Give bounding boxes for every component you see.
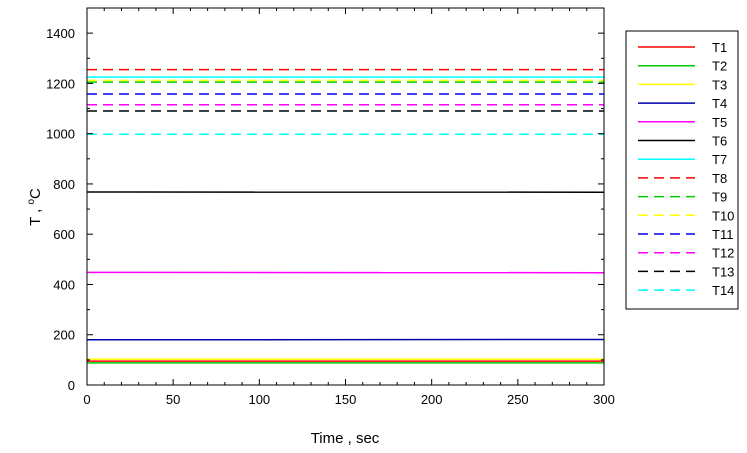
x-tick-label: 250 [507, 392, 529, 407]
y-axis-title-main: T , [27, 205, 44, 226]
x-tick-label: 0 [83, 392, 90, 407]
y-tick-label: 400 [53, 277, 75, 292]
legend-label-t1: T1 [712, 40, 727, 55]
y-axis-title: T , oC [26, 188, 44, 226]
legend-label-t10: T10 [712, 208, 734, 223]
legend-label-t2: T2 [712, 59, 727, 74]
y-tick-label: 200 [53, 328, 75, 343]
y-tick-label: 1200 [46, 76, 75, 91]
legend-label-t7: T7 [712, 152, 727, 167]
legend-label-t11: T11 [712, 227, 733, 242]
legend-box [625, 30, 739, 310]
y-tick-label: 800 [53, 177, 75, 192]
legend-label-t14: T14 [712, 283, 734, 298]
y-tick-label: 1400 [46, 26, 75, 41]
y-axis-title-unit: C [27, 188, 44, 199]
x-axis-ticks: 0 50 100 150 200 250 300 [83, 8, 615, 407]
legend-label-t6: T6 [712, 134, 727, 149]
legend-label-t12: T12 [712, 246, 734, 261]
legend-label-t8: T8 [712, 171, 727, 186]
x-tick-label: 200 [421, 392, 443, 407]
x-tick-label: 150 [335, 392, 357, 407]
y-tick-label: 1000 [46, 127, 75, 142]
legend-label-t9: T9 [712, 190, 727, 205]
y-axis-ticks: 0 200 400 600 800 1000 1200 1400 [46, 7, 604, 393]
y-tick-label: 600 [53, 227, 75, 242]
x-tick-label: 100 [248, 392, 270, 407]
legend-label-t13: T13 [712, 264, 734, 279]
legend-label-t3: T3 [712, 77, 727, 92]
x-axis-title: Time , sec [311, 430, 380, 447]
x-tick-label: 300 [593, 392, 615, 407]
y-axis-title-degree: o [26, 199, 37, 205]
legend: T1 T2 T3 T4 T5 T6 T7 T8 T9 T10 T11 T12 T13 T14 [638, 40, 734, 298]
series-layer [86, 68, 605, 364]
legend-label-t4: T4 [712, 96, 727, 111]
x-tick-label: 50 [166, 392, 180, 407]
y-tick-label: 0 [68, 378, 75, 393]
legend-label-t5: T5 [712, 115, 727, 130]
